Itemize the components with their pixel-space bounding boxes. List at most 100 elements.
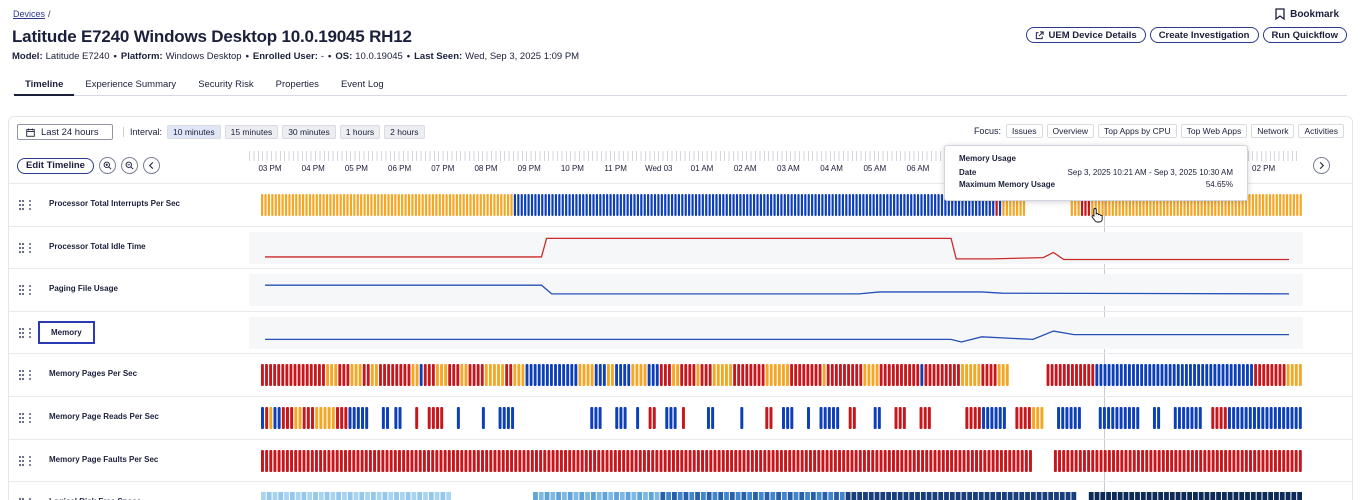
drag-handle-icon[interactable] <box>18 454 36 466</box>
focus-issues[interactable]: Issues <box>1005 124 1043 138</box>
metric-row[interactable]: Memory Pages Per Sec <box>9 353 1352 395</box>
run-quickflow-button[interactable]: Run Quickflow <box>1262 27 1347 43</box>
metric-bar <box>451 449 455 472</box>
metric-bar <box>1273 449 1277 472</box>
previous-button[interactable] <box>142 157 160 174</box>
metric-bar <box>831 194 834 216</box>
metric-row[interactable]: Logical Disk Free Space <box>9 481 1352 500</box>
next-button[interactable] <box>1313 157 1330 174</box>
metric-bar <box>746 449 750 472</box>
interval-1-hours[interactable]: 1 hours <box>339 125 381 139</box>
metric-row-label: Processor Total Interrupts Per Sec <box>49 199 181 208</box>
metric-bar <box>1111 492 1117 500</box>
metric-bar <box>734 449 738 472</box>
metric-bar <box>715 194 718 216</box>
metric-bar <box>472 449 476 472</box>
metric-bar <box>365 492 370 500</box>
create-investigation-button[interactable]: Create Investigation <box>1149 27 1259 43</box>
metric-bar <box>464 364 468 387</box>
time-range-button[interactable]: Last 24 hours <box>17 124 113 140</box>
meta-os-key: OS: <box>335 51 353 62</box>
metric-bar <box>452 364 456 387</box>
uem-device-details-button[interactable]: UEM Device Details <box>1025 27 1146 43</box>
breadcrumb-devices-link[interactable]: Devices <box>13 9 46 19</box>
metric-bar <box>684 194 687 216</box>
drag-handle-icon[interactable] <box>18 326 36 338</box>
metric-bar <box>1027 407 1031 429</box>
metric-bar <box>945 449 949 472</box>
metric-bar <box>1286 364 1290 387</box>
metric-row[interactable]: Processor Total Interrupts Per Sec <box>9 183 1352 225</box>
metric-row[interactable]: Memory <box>9 310 1352 353</box>
metric-bar <box>792 449 796 472</box>
interval-15-minutes[interactable]: 15 minutes <box>224 125 279 139</box>
metric-bar <box>1002 407 1006 429</box>
metric-bar <box>389 449 393 472</box>
metric-bar <box>383 364 386 387</box>
zoom-out-button[interactable] <box>120 157 138 174</box>
metric-bar <box>681 194 684 216</box>
drag-handle-icon[interactable] <box>18 241 36 253</box>
metric-bar <box>547 449 551 472</box>
focus-overview[interactable]: Overview <box>1046 124 1094 138</box>
metric-row[interactable]: Memory Page Faults Per Sec <box>9 438 1352 481</box>
metric-bar <box>1233 364 1237 387</box>
metric-bar <box>537 194 540 216</box>
metric-bar <box>455 194 458 216</box>
metric-bar <box>879 194 882 216</box>
metric-bar <box>405 492 411 500</box>
metric-bar <box>1225 364 1229 387</box>
breadcrumb-separator: / <box>48 9 51 19</box>
axis-tick-label: 02 PM <box>1252 164 1276 173</box>
metric-bar <box>265 407 269 429</box>
tab-event-log[interactable]: Event Log <box>340 79 384 90</box>
metric-line <box>265 284 1290 295</box>
metric-bar <box>305 194 308 216</box>
bookmark-button[interactable]: Bookmark <box>1275 8 1339 20</box>
focus-network[interactable]: Network <box>1251 124 1295 138</box>
interval-10-minutes[interactable]: 10 minutes <box>167 125 221 139</box>
zoom-in-button[interactable] <box>98 157 116 174</box>
drag-handle-icon[interactable] <box>18 283 36 296</box>
metric-bar <box>784 449 788 472</box>
metric-bar <box>948 364 952 387</box>
metric-bar <box>274 194 277 216</box>
drag-handle-icon[interactable] <box>18 198 36 211</box>
metric-bar <box>877 407 881 429</box>
metric-bar <box>486 194 489 216</box>
tab-experience-summary[interactable]: Experience Summary <box>85 79 177 90</box>
metric-bar <box>440 407 444 429</box>
metric-row[interactable]: Memory Page Reads Per Sec <box>9 396 1352 438</box>
metric-bar <box>336 407 339 429</box>
metric-bar <box>1291 492 1297 500</box>
metric-bar <box>510 194 513 216</box>
interval-2-hours[interactable]: 2 hours <box>384 125 425 139</box>
metric-row[interactable]: Paging File Usage <box>9 268 1352 310</box>
metric-bar <box>281 364 285 387</box>
drag-handle-icon[interactable] <box>18 411 36 424</box>
tab-timeline[interactable]: Timeline <box>14 75 75 96</box>
tab-properties[interactable]: Properties <box>275 79 319 90</box>
drag-handle-icon[interactable] <box>18 496 36 500</box>
focus-top-web-apps[interactable]: Top Web Apps <box>1180 124 1248 138</box>
edit-timeline-button[interactable]: Edit Timeline <box>17 157 94 174</box>
metric-bar <box>1032 407 1036 429</box>
focus-top-apps-by-cpu[interactable]: Top Apps by CPU <box>1097 124 1177 138</box>
drag-handle-icon[interactable] <box>18 368 36 381</box>
metric-lane <box>249 231 1303 264</box>
metric-bar <box>799 492 805 500</box>
focus-activities[interactable]: Activities <box>1298 124 1344 138</box>
metric-row[interactable]: Processor Total Idle Time <box>9 225 1352 268</box>
metric-bar <box>340 407 344 429</box>
metric-bar <box>765 407 769 429</box>
metric-bar <box>889 194 892 216</box>
metric-bar <box>962 449 966 472</box>
metric-bar <box>667 449 671 472</box>
metric-bar <box>549 364 553 387</box>
metric-bar <box>790 194 793 216</box>
metric-bar <box>954 449 958 472</box>
metric-bar <box>360 449 364 472</box>
interval-30-minutes[interactable]: 30 minutes <box>282 125 336 139</box>
tab-security-risk[interactable]: Security Risk <box>198 79 254 90</box>
metric-bar <box>969 364 973 387</box>
